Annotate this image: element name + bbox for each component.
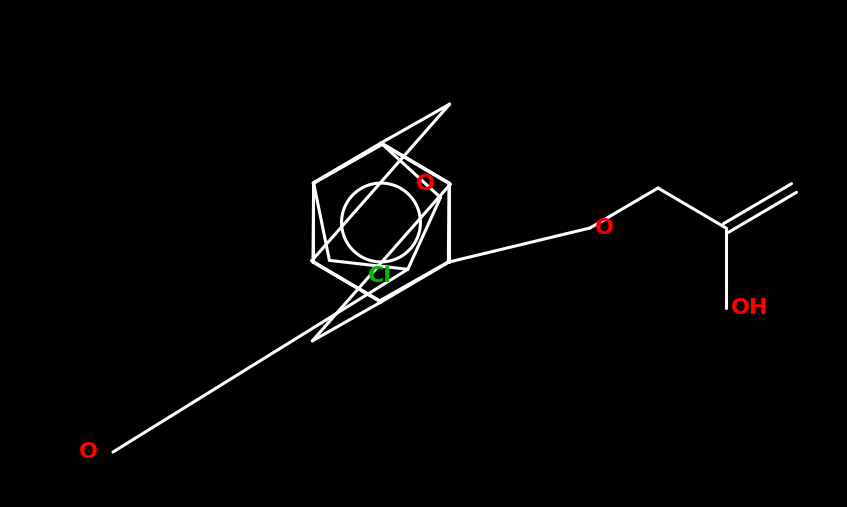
Text: OH: OH	[731, 298, 768, 318]
Text: O: O	[79, 442, 98, 462]
Text: Cl: Cl	[368, 266, 391, 286]
Text: O: O	[595, 218, 614, 238]
Text: O: O	[416, 174, 435, 194]
